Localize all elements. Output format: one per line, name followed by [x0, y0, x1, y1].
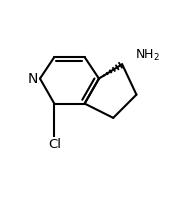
Text: Cl: Cl	[48, 138, 61, 151]
Text: N: N	[28, 72, 38, 86]
Text: NH$_2$: NH$_2$	[135, 48, 160, 63]
